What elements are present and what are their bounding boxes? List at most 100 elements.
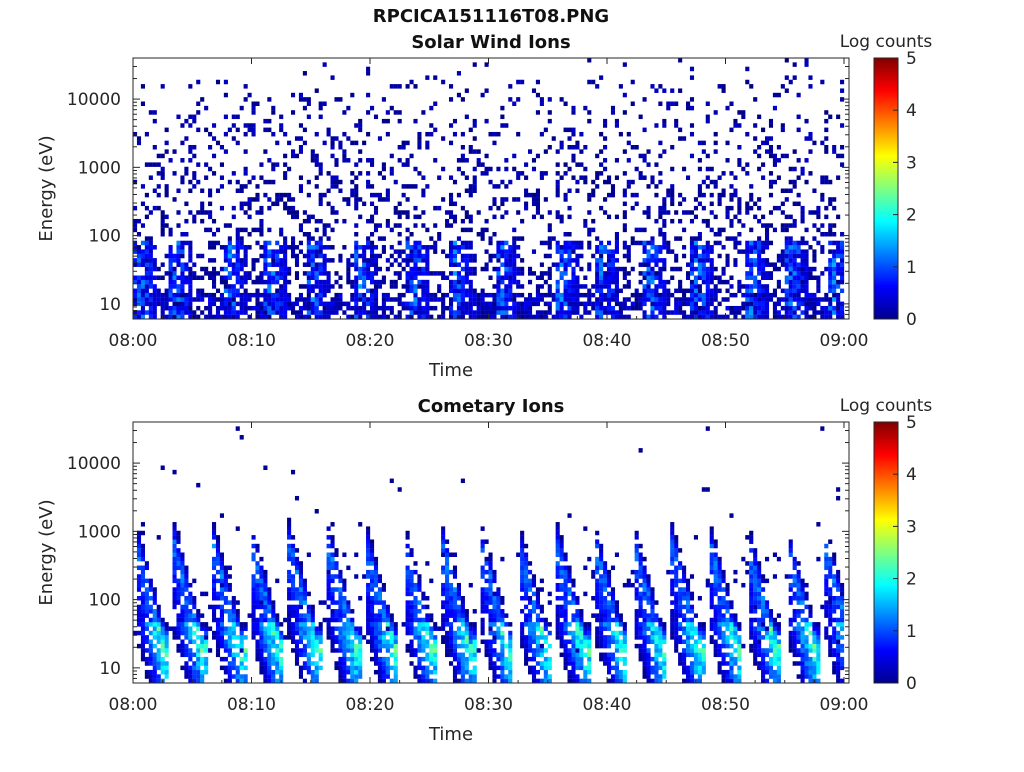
spectrogram-cell xyxy=(342,600,346,605)
spectrogram-cell xyxy=(690,67,694,72)
spectrogram-cell xyxy=(785,254,789,259)
spectrogram-cell xyxy=(417,136,421,141)
spectrogram-cell xyxy=(370,306,374,311)
spectrogram-cell xyxy=(564,249,568,254)
spectrogram-cell xyxy=(706,315,710,320)
spectrogram-cell xyxy=(334,175,338,180)
spectrogram-cell xyxy=(366,626,370,631)
spectrogram-cell xyxy=(611,276,615,281)
spectrogram-cell xyxy=(461,258,465,263)
spectrogram-cell xyxy=(291,149,295,154)
spectrogram-cell xyxy=(394,180,398,185)
spectrogram-cell xyxy=(785,267,789,272)
spectrogram-cell xyxy=(299,618,303,623)
spectrogram-cell xyxy=(358,631,362,636)
spectrogram-cell xyxy=(745,271,749,276)
spectrogram-cell xyxy=(804,228,808,233)
spectrogram-cell xyxy=(710,258,714,263)
spectrogram-cell xyxy=(793,184,797,189)
spectrogram-cell xyxy=(492,297,496,302)
spectrogram-cell xyxy=(797,289,801,294)
spectrogram-cell xyxy=(741,110,745,115)
spectrogram-cell xyxy=(473,184,477,189)
spectrogram-cell xyxy=(271,679,275,684)
spectrogram-cell xyxy=(512,154,516,159)
spectrogram-cell xyxy=(504,644,508,649)
spectrogram-cell xyxy=(492,596,496,601)
spectrogram-cell xyxy=(184,648,188,653)
spectrogram-cell xyxy=(674,297,678,302)
spectrogram-cell xyxy=(698,267,702,272)
spectrogram-cell xyxy=(575,245,579,250)
spectrogram-cell xyxy=(603,297,607,302)
spectrogram-cell xyxy=(556,302,560,307)
spectrogram-cell xyxy=(425,306,429,311)
spectrogram-cell xyxy=(532,215,536,220)
spectrogram-cell xyxy=(548,289,552,294)
spectrogram-cell xyxy=(263,297,267,302)
spectrogram-cell xyxy=(370,544,374,549)
spectrogram-cell xyxy=(338,180,342,185)
spectrogram-cell xyxy=(346,262,350,267)
spectrogram-cell xyxy=(378,236,382,241)
spectrogram-cell xyxy=(575,310,579,315)
spectrogram-cell xyxy=(571,245,575,250)
spectrogram-cell xyxy=(564,193,568,198)
spectrogram-cell xyxy=(165,653,169,658)
spectrogram-cell xyxy=(307,219,311,224)
spectrogram-cell xyxy=(220,566,224,571)
spectrogram-cell xyxy=(417,635,421,640)
spectrogram-cell xyxy=(133,223,137,228)
spectrogram-cell xyxy=(840,276,844,281)
spectrogram-cell xyxy=(722,193,726,198)
spectrogram-cell xyxy=(646,280,650,285)
spectrogram-cell xyxy=(271,657,275,662)
spectrogram-cell xyxy=(643,154,647,159)
spectrogram-cell xyxy=(706,175,710,180)
spectrogram-cell xyxy=(255,197,259,202)
spectrogram-cell xyxy=(208,241,212,246)
spectrogram-cell xyxy=(188,115,192,120)
spectrogram-cell xyxy=(714,310,718,315)
spectrogram-cell xyxy=(804,258,808,263)
spectrogram-cell xyxy=(350,315,354,320)
spectrogram-cell xyxy=(315,219,319,224)
spectrogram-cell xyxy=(433,622,437,627)
spectrogram-cell xyxy=(473,258,477,263)
spectrogram-cell xyxy=(267,635,271,640)
spectrogram-cell xyxy=(725,141,729,146)
spectrogram-cell xyxy=(366,640,370,645)
spectrogram-cell xyxy=(579,293,583,298)
spectrogram-cell xyxy=(737,202,741,207)
spectrogram-cell xyxy=(188,280,192,285)
spectrogram-cell xyxy=(603,306,607,311)
spectrogram-cell xyxy=(358,284,362,289)
spectrogram-cell xyxy=(500,644,504,649)
spectrogram-cell xyxy=(180,293,184,298)
spectrogram-cell xyxy=(334,297,338,302)
spectrogram-cell xyxy=(303,622,307,627)
spectrogram-cell xyxy=(236,228,240,233)
spectrogram-cell xyxy=(666,193,670,198)
spectrogram-cell xyxy=(500,215,504,220)
spectrogram-cell xyxy=(346,622,350,627)
spectrogram-cell xyxy=(488,566,492,571)
spectrogram-cell xyxy=(362,254,366,259)
spectrogram-cell xyxy=(354,631,358,636)
spectrogram-cell xyxy=(196,635,200,640)
spectrogram-cell xyxy=(654,297,658,302)
spectrogram-cell xyxy=(500,657,504,662)
spectrogram-cell xyxy=(224,302,228,307)
spectrogram-cell xyxy=(836,262,840,267)
spectrogram-cell xyxy=(706,167,710,172)
spectrogram-cell xyxy=(394,679,398,684)
spectrogram-cell xyxy=(145,254,149,259)
spectrogram-cell xyxy=(331,600,335,605)
spectrogram-cell xyxy=(275,661,279,666)
spectrogram-cell xyxy=(192,297,196,302)
spectrogram-cell xyxy=(255,210,259,215)
spectrogram-cell xyxy=(690,249,694,254)
spectrogram-cell xyxy=(366,236,370,241)
spectrogram-cell xyxy=(670,102,674,107)
